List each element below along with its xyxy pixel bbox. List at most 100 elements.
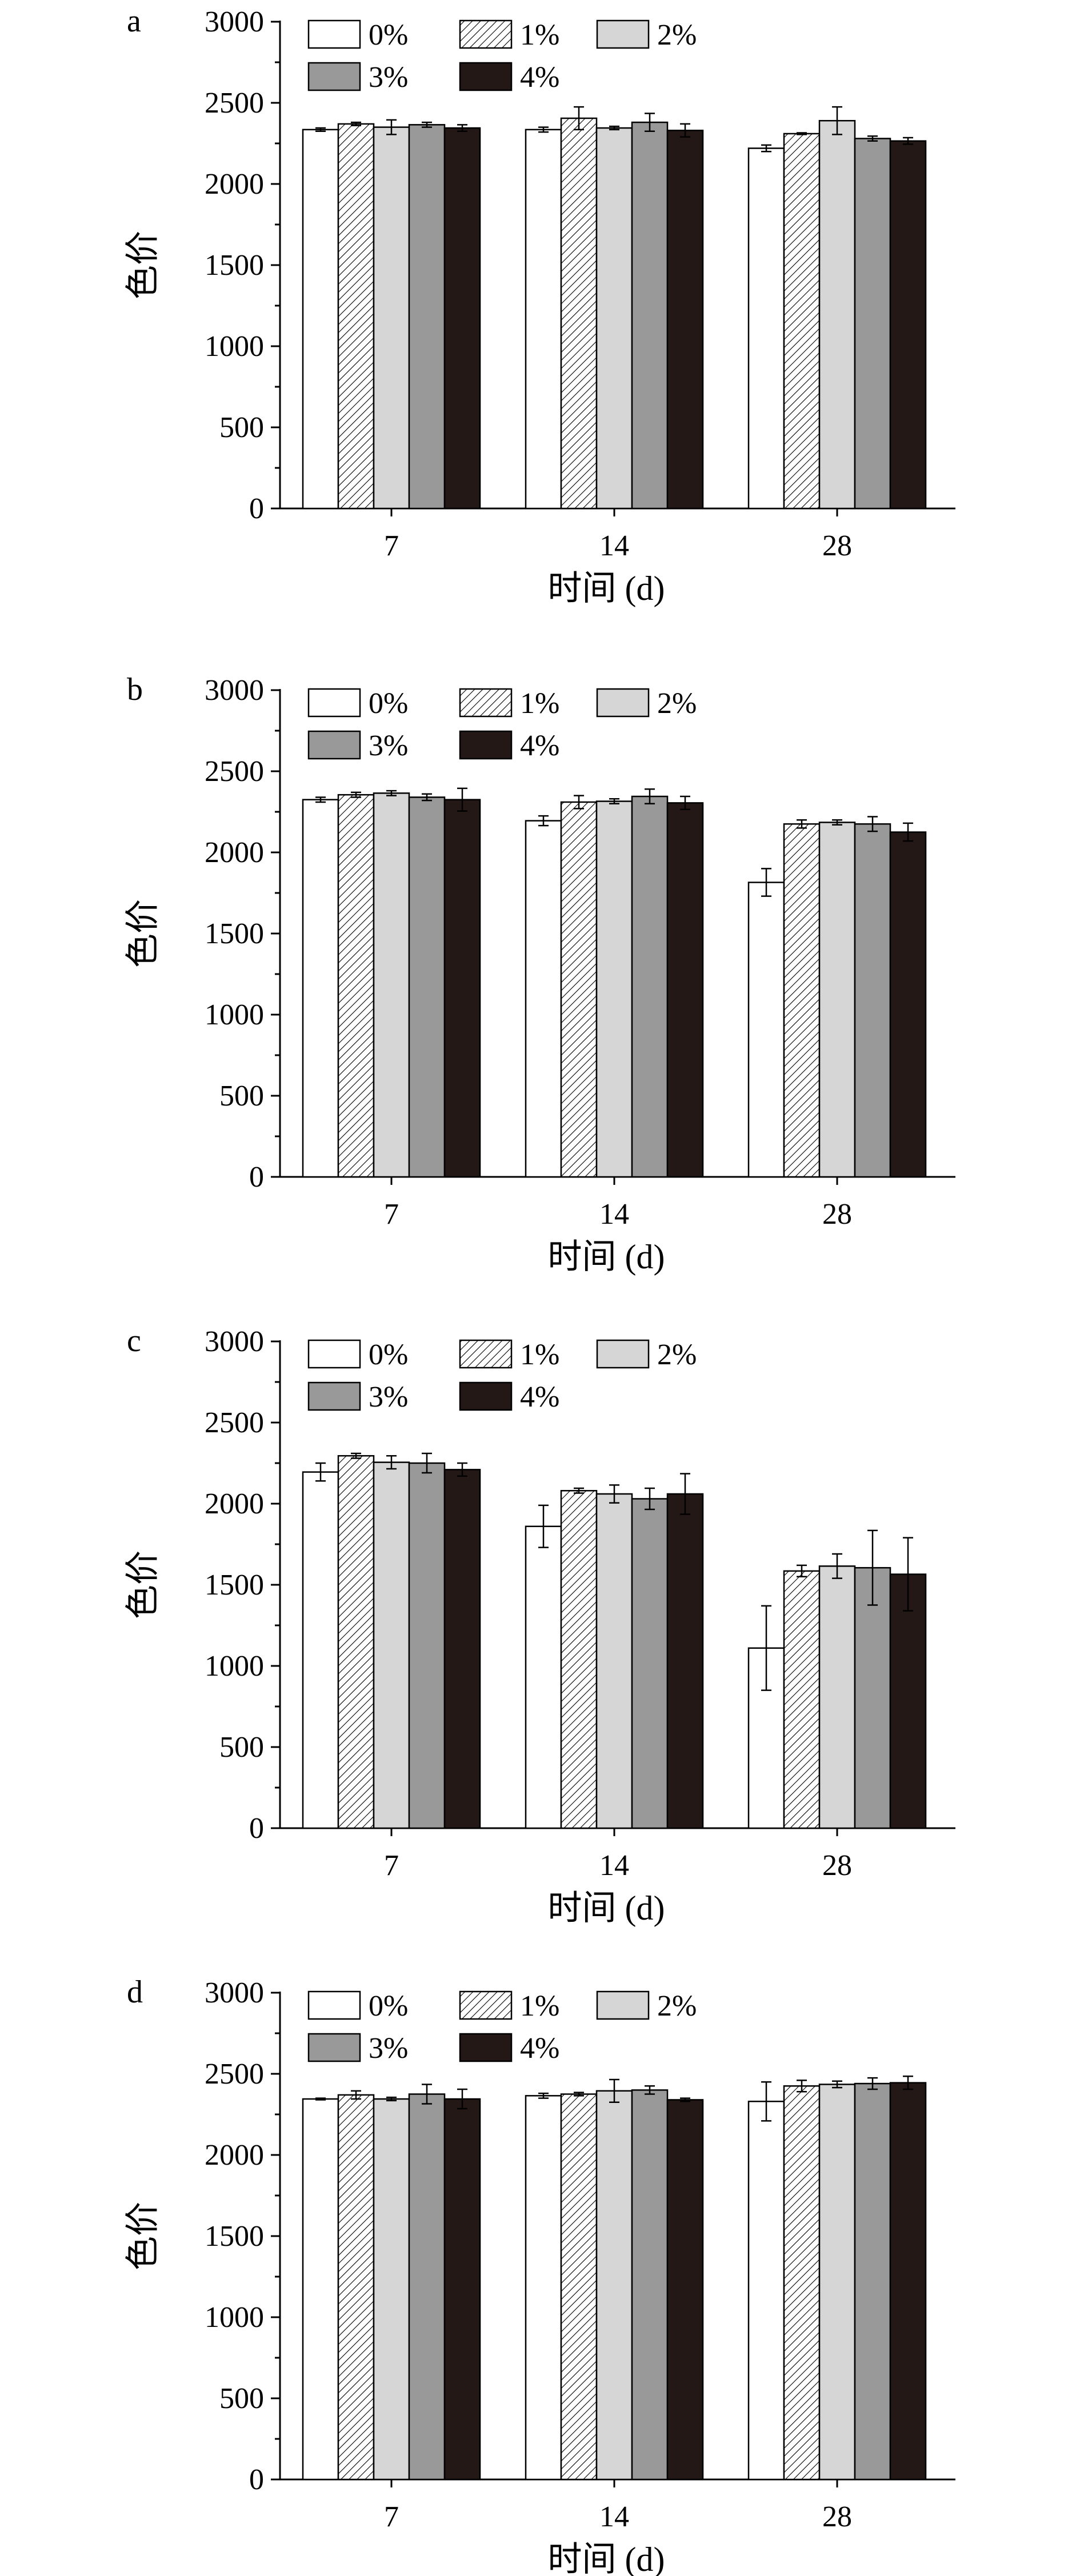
legend-label: 4% <box>520 1381 559 1413</box>
legend-label: 1% <box>520 1339 559 1371</box>
chart-panel-c: c 0 500 1000 1500 2000 2500 3000 色价 7 14 28 时间 (d) 0%… <box>124 1323 955 1927</box>
bar-2%-day-7 <box>373 792 410 1178</box>
error-bar <box>315 127 326 132</box>
legend: 0% 1% 2% 3% 4% <box>307 19 697 94</box>
bar-3%-day-28 <box>854 2082 891 2481</box>
bar-0%-day-28 <box>747 147 785 510</box>
legend-label: 4% <box>520 2032 559 2065</box>
y-tick-label: 1000 <box>205 330 264 363</box>
y-tick-label: 1500 <box>205 2220 264 2253</box>
legend-swatch <box>307 1990 361 2020</box>
legend-item: 3% <box>307 61 408 94</box>
legend-swatch <box>596 688 650 718</box>
legend-item: 1% <box>459 1990 559 2022</box>
error-bar <box>761 1605 771 1691</box>
y-axis-title: 色价 <box>124 231 162 299</box>
panel-letter: b <box>127 672 143 707</box>
bar-2%-day-7 <box>373 126 410 510</box>
error-bar <box>574 795 584 810</box>
error-bar <box>761 868 771 897</box>
legend-swatch <box>596 1339 650 1369</box>
x-tick-label: 14 <box>599 1849 629 1882</box>
y-axis-title: 色价 <box>124 899 162 968</box>
bar-3%-day-14 <box>631 1498 669 1829</box>
y-tick-label: 500 <box>219 2382 264 2415</box>
legend-item: 2% <box>596 687 697 720</box>
error-bar <box>315 1462 326 1482</box>
legend-label: 2% <box>657 1990 697 2022</box>
legend: 0% 1% 2% 3% 4% <box>307 1990 697 2065</box>
error-bar <box>574 2092 584 2097</box>
error-bar <box>315 2097 326 2101</box>
error-bar <box>386 119 397 135</box>
legend-item: 1% <box>459 1339 559 1371</box>
error-bar <box>832 106 842 135</box>
error-bar <box>422 793 432 802</box>
error-bar <box>574 1487 584 1494</box>
bar-1%-day-28 <box>783 1570 821 1829</box>
x-tick-label: 28 <box>822 1849 852 1882</box>
bar-2%-day-14 <box>595 1493 633 1829</box>
error-bar <box>903 137 913 145</box>
legend-swatch <box>307 19 361 49</box>
bar-1%-day-7 <box>337 123 375 510</box>
error-bar <box>457 787 467 812</box>
error-bar <box>386 1455 397 1470</box>
legend-item: 1% <box>459 19 559 51</box>
y-tick-label: 1000 <box>205 1650 264 1682</box>
error-bar <box>422 2084 432 2105</box>
error-bar <box>457 2088 467 2110</box>
y-tick-label: 3000 <box>205 1977 264 2009</box>
legend-swatch <box>596 19 650 49</box>
legend-label: 2% <box>657 687 697 720</box>
y-tick-label: 500 <box>219 1731 264 1764</box>
legend-item: 1% <box>459 687 559 720</box>
error-bar <box>351 121 361 127</box>
legend-item: 4% <box>459 730 559 762</box>
y-tick-label: 1500 <box>205 1569 264 1601</box>
bar-2%-day-28 <box>818 119 856 510</box>
x-tick-label: 7 <box>384 1198 399 1231</box>
bar-1%-day-28 <box>783 2085 821 2481</box>
bar-4%-day-14 <box>666 2099 704 2481</box>
error-bar <box>903 1537 913 1612</box>
legend-label: 3% <box>369 2032 408 2065</box>
bar-3%-day-14 <box>631 2089 669 2481</box>
legend-swatch <box>459 19 513 49</box>
legend-item: 2% <box>596 1339 697 1371</box>
legend-label: 2% <box>657 1339 697 1371</box>
x-tick-label: 7 <box>384 2501 399 2533</box>
bar-2%-day-28 <box>818 2084 856 2481</box>
error-bar <box>903 2076 913 2090</box>
legend-label: 3% <box>369 730 408 762</box>
error-bar <box>680 2097 690 2102</box>
legend-item: 3% <box>307 2032 408 2065</box>
bar-3%-day-28 <box>854 823 891 1178</box>
legend-label: 4% <box>520 61 559 94</box>
y-tick-label: 1500 <box>205 918 264 950</box>
error-bar <box>867 1529 878 1606</box>
error-bar <box>867 2077 878 2090</box>
error-bar <box>867 135 878 142</box>
bar-3%-day-14 <box>631 121 669 510</box>
legend-item: 0% <box>307 687 408 720</box>
y-tick-label: 1500 <box>205 249 264 282</box>
bar-2%-day-7 <box>373 2098 410 2481</box>
bar-0%-day-7 <box>302 2098 339 2481</box>
legend-item: 4% <box>459 2032 559 2065</box>
error-bar <box>680 1473 690 1515</box>
bar-0%-day-7 <box>302 799 339 1178</box>
legend-label: 1% <box>520 19 559 51</box>
y-axis-title: 色价 <box>124 2202 162 2270</box>
y-tick-label: 0 <box>249 492 264 525</box>
legend-label: 1% <box>520 687 559 720</box>
legend-swatch <box>596 1990 650 2020</box>
error-bar <box>351 2090 361 2100</box>
bar-4%-day-14 <box>666 130 704 510</box>
legend-swatch <box>307 62 361 91</box>
panel-letter: c <box>127 1323 141 1359</box>
x-tick-label: 14 <box>599 1198 629 1231</box>
error-bar <box>797 1564 807 1578</box>
y-tick-label: 500 <box>219 1080 264 1112</box>
legend-swatch <box>459 1990 513 2020</box>
